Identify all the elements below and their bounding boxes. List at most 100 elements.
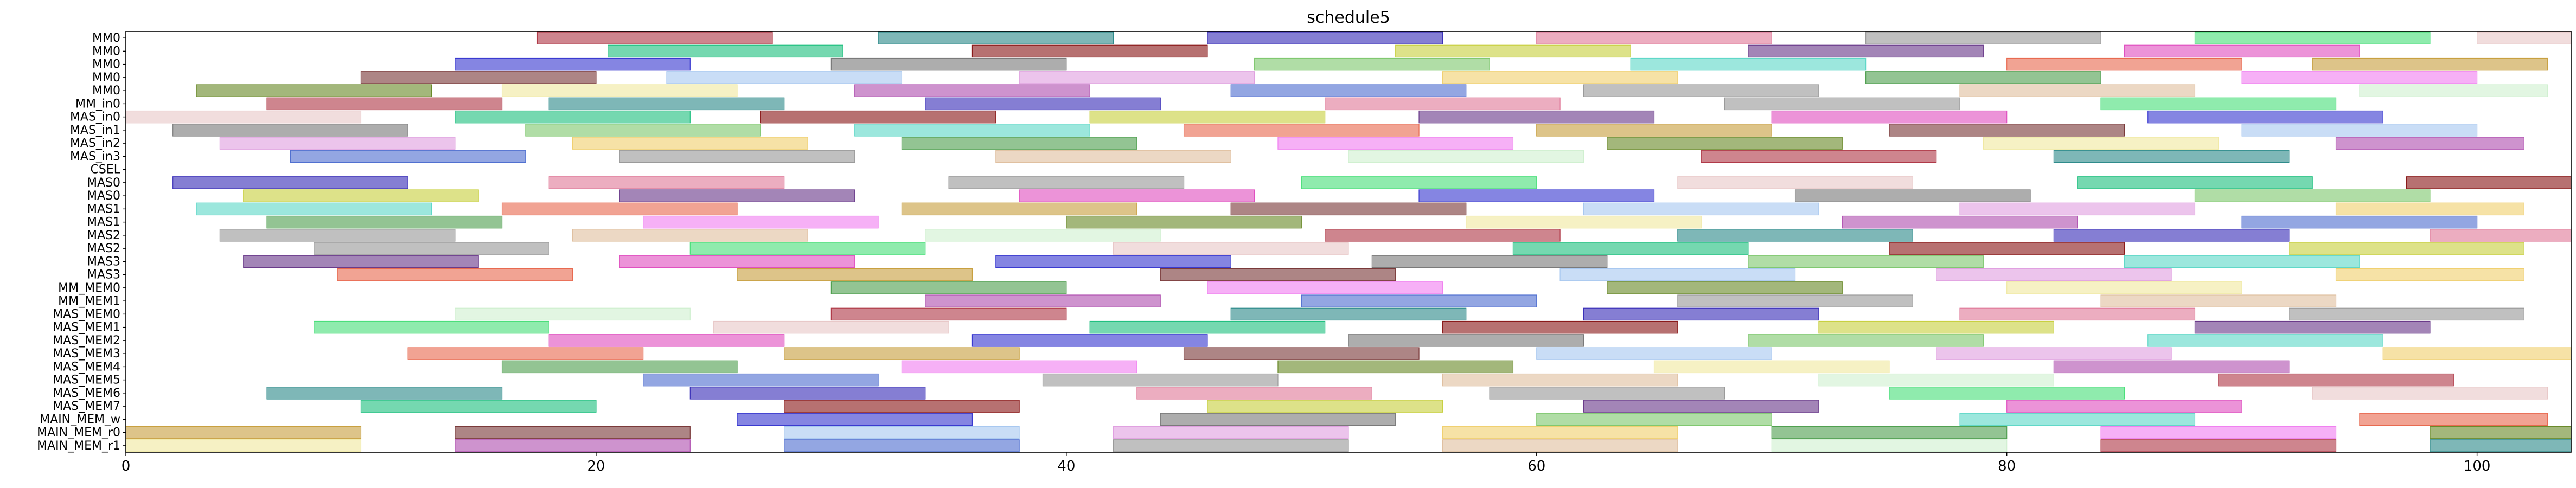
gantt-bar [1019,71,1255,84]
gantt-bar [1748,255,1984,268]
gantt-bar [925,97,1161,111]
gantt-bar [1959,202,2196,216]
gantt-bar [2006,57,2242,71]
gantt-bar [1254,57,1490,71]
gantt-bar [1113,439,1349,452]
gantt-bar [1442,71,1678,84]
gantt-bar [1536,347,1772,360]
gantt-bar [1842,215,2078,229]
gantt-bar [995,255,1231,268]
gantt-bar [501,202,738,216]
gantt-bar [1583,202,1819,216]
y-tick-label: MAS3 [87,255,120,268]
x-tick-label: 40 [1057,458,1075,474]
y-tick-label: MM0 [92,84,120,98]
gantt-bar [1207,400,1443,413]
gantt-bar [1418,189,1655,202]
gantt-bar [2430,426,2572,439]
gantt-bar [2147,110,2383,124]
gantt-bar [2100,97,2337,111]
gantt-bar [2218,373,2454,387]
gantt-bar [1442,373,1678,387]
gantt-bar [1301,294,1537,307]
gantt-bar [1207,281,1443,294]
gantt-bar [572,137,808,150]
gantt-bar [1325,97,1561,111]
gantt-bar [172,124,408,137]
gantt-bar [1348,150,1584,163]
gantt-bar [455,57,691,71]
gantt-bar [1442,426,1678,439]
gantt-bar [2147,334,2383,347]
gantt-bar [2359,84,2548,97]
gantt-bar [643,373,879,387]
y-tick-label: MAS1 [87,202,120,216]
gantt-bar [619,255,855,268]
y-tick-label: MAS_in0 [70,111,120,124]
y-tick-label: MAS_MEM1 [53,321,120,335]
gantt-bar [2100,294,2337,307]
gantt-bar [125,110,362,124]
y-tick-label: MAS_MEM0 [53,307,120,321]
gantt-bar [2053,360,2290,374]
gantt-bar [1019,189,1255,202]
gantt-bar [901,137,1137,150]
gantt-bar [1301,176,1537,189]
y-tick-label: MAS_MEM6 [53,387,120,400]
gantt-bar [1536,124,1772,137]
chart-title: schedule5 [1307,8,1390,27]
gantt-bar [2430,229,2572,242]
x-axis: 0 20 40 60 80 100 [122,452,2491,474]
gantt-bar [337,268,573,281]
gantt-bar [548,176,785,189]
gantt-bar [713,320,949,334]
gantt-bar [1889,387,2125,400]
gantt-bar [314,242,549,255]
y-tick-label: MM_MEM1 [58,294,120,308]
gantt-bar [607,44,843,58]
y-tick-label: MM0 [92,71,120,85]
y-tick-label: MAIN_MEM_r1 [37,439,120,453]
x-tick-label: 80 [1998,458,2016,474]
gantt-bar [689,387,926,400]
gantt-bar [1865,71,2101,84]
y-tick-label: CSEL [91,163,121,177]
gantt-bar [2335,202,2524,216]
x-tick-label: 100 [2464,458,2491,474]
gantt-bar [854,124,1090,137]
gantt-bar [2241,71,2478,84]
gantt-bar [455,110,691,124]
gantt-bar [548,334,785,347]
gantt-bar [1418,110,1655,124]
gantt-bar [1583,307,1819,321]
y-tick-label: MAS0 [87,176,120,190]
gantt-bar [1466,215,1702,229]
gantt-bar [784,400,1020,413]
gantt-bar [1042,373,1279,387]
gantt-bar [266,97,503,111]
y-tick-label: MAS_in2 [70,137,120,150]
gantt-bar [1630,57,1867,71]
gantt-bar [501,360,738,374]
gantt-bar [971,334,1208,347]
y-tick-label: MM0 [92,44,120,58]
gantt-bar [1230,84,1467,97]
gantt-bar [1371,255,1608,268]
gantt-bar [314,320,549,334]
gantt-bar [1748,334,1984,347]
bars-group [125,31,2572,452]
gantt-bar [2100,426,2337,439]
x-tick-label: 20 [587,458,605,474]
gantt-bar [266,387,503,400]
gantt-bar [1818,373,2054,387]
gantt-bar [501,84,738,97]
gantt-bar [2124,44,2360,58]
gantt-bar [407,347,644,360]
gantt-bar [1889,124,2125,137]
gantt-bar [619,150,855,163]
gantt-bar [1607,281,1843,294]
gantt-bar [1771,110,2008,124]
gantt-bar [2382,347,2572,360]
gantt-bar [737,268,973,281]
